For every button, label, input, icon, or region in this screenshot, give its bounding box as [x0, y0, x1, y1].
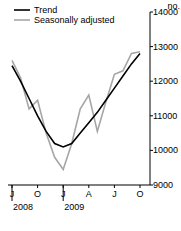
legend-label: Trend	[34, 5, 57, 15]
x-tick	[88, 185, 89, 188]
y-tick-label: 10000	[153, 145, 178, 155]
y-axis-label: no.	[167, 1, 180, 11]
series-group	[12, 52, 140, 170]
x-tick-label: A	[86, 189, 92, 199]
y-axis	[150, 12, 151, 185]
y-tick-label: 12000	[153, 76, 178, 86]
group-label: 2008	[13, 202, 33, 212]
y-tick-label: 11000	[153, 111, 177, 121]
legend-swatch	[14, 19, 30, 21]
legend: TrendSeasonally adjusted	[14, 5, 115, 25]
series-line	[12, 52, 140, 170]
x-tick	[37, 185, 38, 188]
x-tick	[114, 185, 115, 188]
x-tick	[140, 185, 141, 188]
x-tick-label: O	[136, 189, 143, 199]
x-tick-label: O	[34, 189, 41, 199]
y-tick-label: 9000	[153, 180, 173, 190]
x-tick-label: J	[112, 189, 117, 199]
group-label: 2009	[64, 202, 84, 212]
series-line	[12, 54, 140, 147]
legend-label: Seasonally adjusted	[34, 15, 115, 25]
y-tick-label: 13000	[153, 42, 178, 52]
chart: 90001000011000120001300014000no.JOJAJO20…	[0, 0, 181, 231]
group-tick	[12, 185, 13, 201]
group-tick	[63, 185, 64, 201]
legend-swatch	[14, 9, 30, 11]
x-axis	[8, 185, 150, 186]
